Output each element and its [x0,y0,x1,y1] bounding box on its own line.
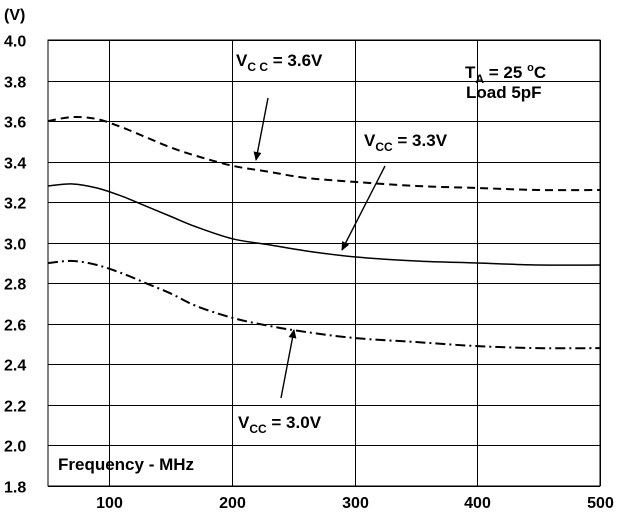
plot-frame [47,39,601,487]
y-tick-label: 3.2 [4,196,26,213]
x-tick-label: 400 [464,495,491,512]
x-tick-label: 100 [96,495,123,512]
x-tick-label: 500 [587,495,614,512]
series-line-vcc-3v0 [47,259,601,350]
arrow-3v6 [253,97,269,161]
y-tick-label: 2.4 [4,358,26,375]
y-tick-label: 2.2 [4,399,26,416]
y-tick-label: 2.0 [4,439,26,456]
annotation-layer: VC C = 3.6V VCC = 3.3V VCC = 3.0V TA = 2… [4,7,546,474]
y-tick-label: 3.4 [4,156,26,173]
series-label-3v3: VCC = 3.3V [364,131,448,154]
series-layer [47,115,601,350]
x-tick-label: 300 [342,495,369,512]
condition-load: Load 5pF [466,83,542,102]
y-tick-label: 1.8 [4,480,26,497]
arrow-3v0 [280,329,297,399]
series-label-3v0: VCC = 3.0V [238,413,322,436]
y-tick-label: 4.0 [4,34,26,51]
condition-temperature: TA = 25 oC [465,62,546,86]
series-line-vcc-3v3 [47,183,601,266]
y-tick-label: 2.8 [4,277,26,294]
y-tick-label: 3.6 [4,115,26,132]
y-tick-label: 3.0 [4,237,26,254]
grid-layer [48,40,601,487]
y-tick-label: 3.8 [4,75,26,92]
arrow-3v3 [341,165,386,251]
y-tick-label: 2.6 [4,318,26,335]
series-line-vcc-3v6 [47,115,601,192]
y-axis-unit: (V) [4,7,25,24]
x-axis-title: Frequency - MHz [58,455,194,474]
tick-layer: 1.8 2.0 2.2 2.4 2.6 2.8 3.0 3.2 3.4 3.6 3.8 4.0 100 2… [4,34,614,513]
x-tick-label: 200 [219,495,246,512]
series-label-3v6: VC C = 3.6V [236,51,323,74]
